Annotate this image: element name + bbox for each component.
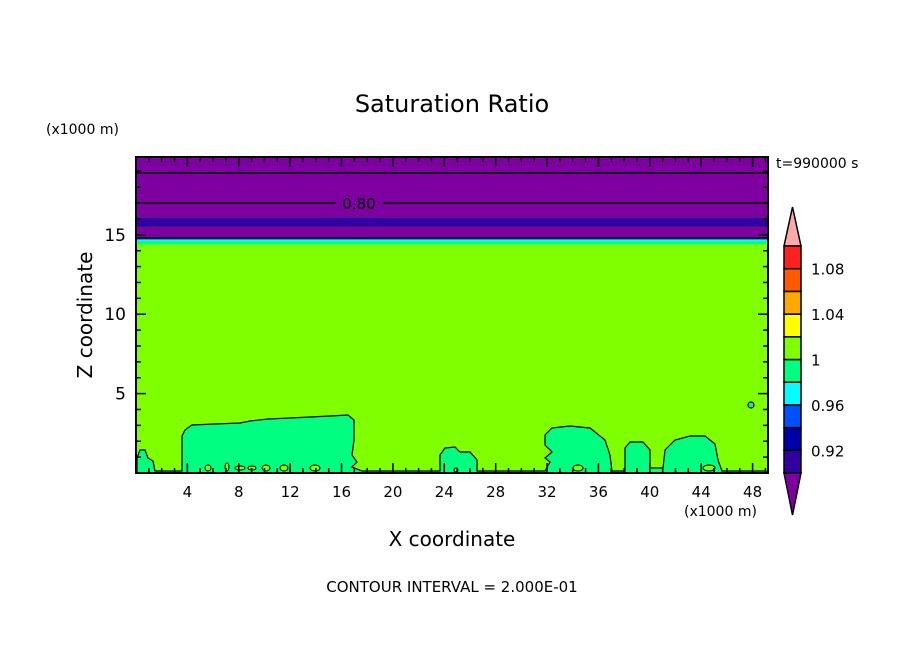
colorbar-label: 1.08 (811, 261, 844, 279)
contour-label: 0.80 (342, 195, 375, 213)
x-tick-label: 12 (281, 483, 300, 501)
colorbar-swatch (783, 358, 802, 383)
colorbar-swatch (783, 267, 802, 293)
region-blob (747, 401, 755, 409)
x-unit-label: (x1000 m) (684, 504, 757, 520)
x-tick-label: 40 (640, 483, 659, 501)
y-tick-label: 15 (104, 226, 126, 246)
colorbar-swatch (783, 426, 802, 452)
x-tick-label: 8 (234, 483, 244, 501)
colorbar: 1.08 1.04 1 0.96 0.92 (783, 206, 844, 516)
contour-band-0 (136, 241, 768, 245)
contour-interval-footer: CONTOUR INTERVAL = 2.000E-01 (326, 578, 577, 596)
x-tick-label: 44 (692, 483, 711, 501)
moist-regions (136, 401, 767, 474)
time-label: t=990000 s (776, 156, 858, 172)
y-unit-label: (x1000 m) (46, 122, 119, 138)
x-tick-label: 24 (435, 483, 454, 501)
x-tick-label: 28 (486, 483, 505, 501)
x-tick-label: 36 (589, 483, 608, 501)
colorbar-swatch (783, 381, 802, 406)
chart-title: Saturation Ratio (355, 90, 549, 118)
plot-frame (135, 156, 769, 474)
x-tick-label: 20 (383, 483, 402, 501)
x-tick-label: 32 (538, 483, 557, 501)
x-tick-label: 48 (743, 483, 762, 501)
x-tick-label: 16 (332, 483, 351, 501)
y-tick-label: 10 (104, 305, 126, 325)
colorbar-label: 0.92 (811, 442, 844, 460)
y-axis-label: Z coordinate (73, 252, 97, 379)
colorbar-label: 0.96 (811, 397, 844, 415)
colorbar-swatch (783, 290, 802, 315)
colorbar-swatch (783, 404, 802, 429)
colorbar-over-triangle (783, 206, 802, 247)
colorbar-swatch (783, 313, 802, 338)
x-tick-label: 4 (183, 483, 193, 501)
region-blob (136, 414, 767, 474)
contour-band-5 (136, 157, 768, 218)
contour-label-bg (336, 194, 382, 212)
contour-band-4 (136, 217, 768, 227)
colorbar-under-triangle (783, 472, 802, 516)
colorbar-swatch (783, 245, 802, 270)
contour-band-3 (136, 226, 768, 238)
colorbar-label: 1 (811, 352, 821, 370)
colorbar-swatch (783, 449, 802, 474)
y-tick-label: 5 (115, 385, 126, 405)
contour-band-2 (136, 237, 768, 240)
x-axis-label: X coordinate (389, 527, 516, 551)
contour-band-1 (136, 239, 768, 242)
colorbar-swatch (783, 336, 802, 361)
colorbar-label: 1.04 (811, 306, 844, 324)
